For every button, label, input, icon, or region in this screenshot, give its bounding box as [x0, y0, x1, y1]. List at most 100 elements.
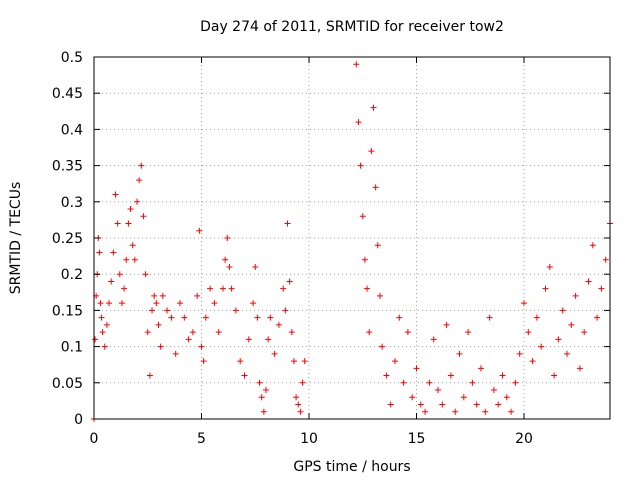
data-point [564, 350, 570, 357]
data-point [282, 307, 289, 314]
data-point [198, 343, 205, 350]
data-point [551, 372, 558, 379]
data-point [168, 314, 175, 321]
data-point [99, 329, 106, 336]
data-point [232, 307, 239, 314]
data-point [226, 263, 233, 270]
data-point [260, 408, 267, 415]
data-point [284, 220, 291, 227]
data-point [228, 285, 235, 292]
data-point [134, 198, 140, 205]
data-point [101, 343, 108, 350]
y-tick-label: 0.25 [52, 231, 83, 247]
data-point [258, 394, 265, 401]
data-point [368, 148, 375, 155]
data-point [366, 329, 373, 336]
data-point [538, 343, 545, 350]
data-point [245, 336, 252, 343]
y-tick-label: 0.45 [52, 86, 83, 102]
data-point [97, 300, 104, 307]
data-point [299, 379, 306, 386]
data-point [396, 314, 403, 321]
data-point [598, 285, 605, 292]
data-point [404, 329, 411, 336]
data-point [508, 408, 515, 415]
data-point [252, 263, 259, 270]
data-point [112, 191, 119, 198]
data-point [478, 365, 484, 372]
grid-layer [94, 57, 610, 419]
points-layer [91, 61, 613, 422]
data-point [516, 350, 523, 357]
data-point [376, 292, 383, 299]
data-point [131, 256, 138, 263]
data-point [159, 292, 166, 299]
data-point [288, 329, 295, 336]
data-point [189, 329, 196, 336]
data-point [409, 394, 416, 401]
data-point [465, 329, 472, 336]
data-point [486, 314, 493, 321]
data-point [525, 329, 532, 336]
data-point [96, 249, 103, 256]
data-point [379, 343, 386, 350]
data-point [256, 379, 263, 386]
data-point [422, 408, 429, 415]
data-point [576, 365, 583, 372]
data-point [295, 401, 302, 408]
data-point [387, 401, 394, 408]
data-point [144, 329, 151, 336]
data-point [98, 314, 105, 321]
plot-frame [93, 56, 611, 420]
data-point [499, 372, 506, 379]
data-point [585, 278, 592, 285]
data-point [417, 401, 424, 408]
data-point [267, 314, 274, 321]
data-point [581, 329, 588, 336]
data-point [469, 379, 476, 386]
data-point [224, 235, 231, 241]
data-point [495, 401, 502, 408]
data-point [108, 278, 115, 285]
data-point [594, 314, 601, 321]
data-point [103, 321, 110, 328]
data-point [237, 358, 244, 365]
data-point [254, 314, 261, 321]
data-point [503, 394, 510, 401]
y-axis-label: SRMTID / TECUs [8, 182, 24, 295]
x-tick-label: 15 [408, 431, 426, 447]
y-tick-label: 0.3 [61, 195, 83, 211]
data-point [435, 387, 441, 394]
data-point [529, 358, 536, 365]
data-point [241, 372, 248, 379]
data-point [196, 227, 203, 234]
data-point [116, 271, 123, 278]
data-point [177, 300, 183, 307]
data-point [452, 408, 459, 415]
axes-layer: 0 0.05 0.1 0.15 0.2 0.25 0.3 0.35 0.4 0.45 0.5 0 5 10… [52, 50, 610, 447]
data-point [400, 379, 407, 386]
data-point [286, 278, 293, 285]
data-point [372, 184, 379, 191]
data-point [140, 213, 147, 220]
data-point [546, 263, 553, 270]
data-point [359, 213, 366, 220]
data-point [136, 177, 143, 184]
data-point [149, 307, 156, 314]
data-point [263, 387, 269, 394]
data-point [185, 336, 192, 343]
x-axis-label: GPS time / hours [293, 459, 410, 475]
data-point [220, 285, 226, 292]
data-point [194, 292, 201, 299]
data-point [297, 408, 304, 415]
y-tick-label: 0.05 [52, 376, 83, 392]
data-point [123, 256, 130, 263]
data-point [265, 336, 272, 343]
data-point [181, 314, 188, 321]
y-tick-label: 0.15 [52, 303, 83, 319]
data-point [250, 300, 257, 307]
data-point [357, 162, 364, 169]
data-point [353, 61, 360, 68]
data-point [490, 387, 497, 394]
data-point [392, 358, 398, 365]
